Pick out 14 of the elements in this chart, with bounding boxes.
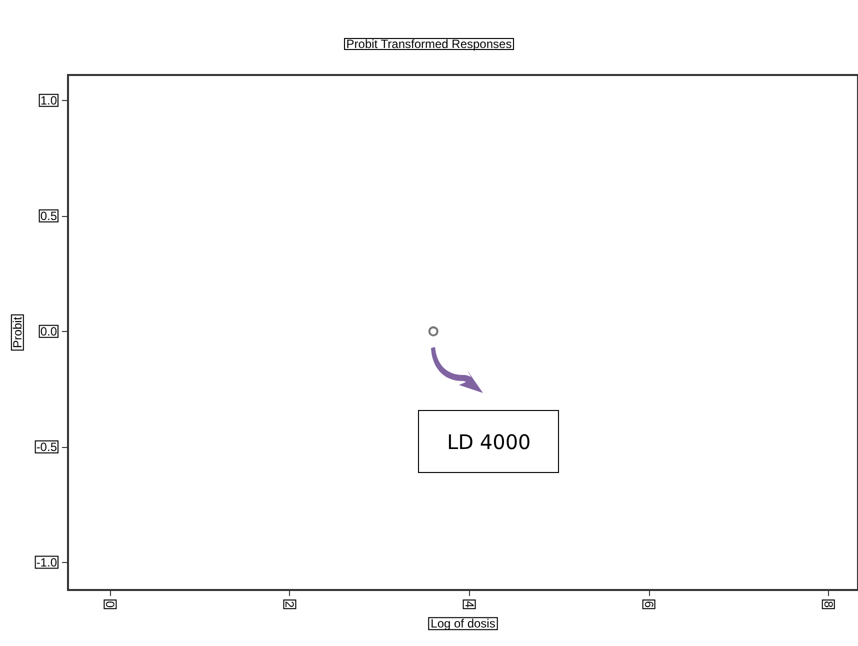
x-axis-title: Log of dosis <box>430 616 496 631</box>
x-tick-label: 4 <box>462 601 476 608</box>
y-tick-label: 0.0 <box>40 324 58 338</box>
x-tick-label: 2 <box>282 601 297 608</box>
y-tick-label: 1.0 <box>40 93 58 108</box>
y-tick-label: 0.5 <box>40 208 58 223</box>
chart-title: Probit Transformed Responses <box>346 37 512 51</box>
y-tick-label: -0.5 <box>36 440 58 454</box>
x-tick-label: 0 <box>103 601 118 608</box>
y-tick-label: -1.0 <box>36 555 58 570</box>
y-axis-title: Probit <box>10 316 24 348</box>
x-tick-label: 8 <box>821 601 836 608</box>
annotation: LD 4000 <box>418 410 560 474</box>
x-tick-label: 6 <box>642 601 656 608</box>
